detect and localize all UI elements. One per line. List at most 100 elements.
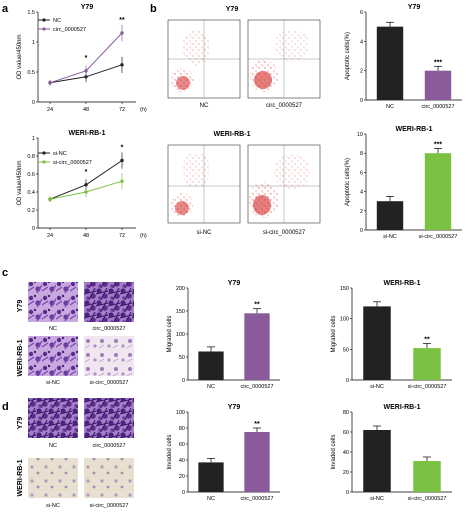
migration-image-si-nc — [28, 336, 78, 376]
y-axis-label: Invaded cells — [167, 434, 173, 469]
y-tick-label: 0.6 — [27, 172, 35, 178]
x-tick-label: si-NC — [383, 234, 397, 240]
y-tick-label: 0.4 — [27, 190, 35, 196]
bar — [363, 430, 391, 492]
data-point — [84, 75, 88, 79]
y-tick-label: 0 — [182, 490, 185, 496]
y-tick-label: 50 — [179, 355, 185, 361]
flow-label-si-nc: si-NC — [197, 230, 213, 236]
y-tick-label: 1.5 — [27, 10, 35, 16]
invasion-image-si-nc — [28, 458, 78, 498]
flow-plot-si-circ — [247, 144, 321, 224]
bar — [363, 306, 391, 380]
bar — [424, 153, 452, 230]
chart-title: Y79 — [228, 280, 241, 287]
y-tick-label: 100 — [340, 317, 349, 323]
chart-title: WERI-RB-1 — [384, 280, 421, 287]
migration-bar-y79: Y79 0 50 100 150 200 Migrated cells NC circ_0000… — [167, 280, 280, 390]
x-tick-label: 24 — [47, 233, 53, 239]
bar — [376, 26, 404, 101]
chart-title: Y79 — [228, 404, 241, 411]
migration-image-nc — [28, 282, 78, 322]
panel-label-a: a — [2, 3, 9, 15]
y-tick-label: 200 — [176, 286, 185, 292]
y-tick-label: 2 — [360, 209, 363, 215]
y-tick-label: 40 — [179, 458, 185, 464]
y-tick-label: 0 — [360, 228, 363, 234]
flow-plot-nc — [167, 19, 241, 99]
y-tick-label: 0 — [346, 378, 349, 384]
image-label-c-si-circ: si-circ_0000527 — [90, 380, 129, 386]
x-tick-label: circ_0000527 — [240, 384, 273, 390]
y-tick-label: 60 — [343, 430, 349, 436]
y-tick-label: 150 — [176, 309, 185, 315]
significance-label: ** — [119, 17, 125, 24]
data-point — [120, 158, 124, 163]
significance-label: * — [85, 55, 88, 62]
bar — [244, 313, 270, 380]
y-tick-label: 8 — [360, 151, 363, 157]
bar — [413, 348, 441, 380]
legend-label-nc: NC — [53, 18, 61, 24]
y-tick-label: 20 — [343, 470, 349, 476]
y-tick-label: 10 — [357, 132, 363, 138]
flow-title-weri: WERI-RB-1 — [214, 131, 251, 138]
y-tick-label: 0 — [360, 98, 363, 104]
chart-title: Y79 — [408, 4, 421, 11]
significance-label: * — [85, 169, 88, 176]
y-tick-label: 0 — [32, 226, 35, 232]
significance-label: ** — [254, 421, 260, 428]
bar — [198, 351, 224, 380]
bar — [424, 70, 452, 100]
y-tick-label: 150 — [340, 286, 349, 292]
data-point — [120, 31, 124, 35]
x-unit-label: (h) — [140, 107, 147, 113]
y-tick-label: 20 — [179, 474, 185, 480]
x-tick-label: NC — [207, 384, 215, 390]
data-point — [120, 179, 124, 183]
legend-label-si-nc: si-NC — [53, 151, 67, 157]
image-label-d-circ: circ_0000527 — [92, 443, 125, 449]
y-tick-label: 80 — [179, 426, 185, 432]
row-label-c-weri: WERI-RB-1 — [17, 339, 24, 376]
significance-label: * — [121, 145, 124, 152]
y-axis-label: Migrated cells — [331, 315, 337, 352]
bar — [376, 201, 404, 230]
y-tick-label: 0.5 — [27, 70, 35, 76]
flow-plot-si-nc — [167, 144, 241, 224]
image-label-c-circ: circ_0000527 — [92, 326, 125, 332]
significance-label: *** — [434, 59, 442, 66]
data-point — [120, 63, 124, 67]
row-label-c-y79: Y79 — [17, 300, 24, 313]
significance-label: ** — [254, 302, 260, 309]
apoptosis-bar-weri: WERI-RB-1 0 2 4 6 8 10 Apoptotic cells(%) si-NC s… — [345, 126, 462, 240]
chart-title: WERI-RB-1 — [396, 126, 433, 133]
y-tick-label: 4 — [360, 190, 363, 196]
data-point — [84, 69, 88, 73]
y-tick-label: 0 — [346, 490, 349, 496]
data-point — [48, 81, 52, 85]
panel-label-d: d — [2, 401, 9, 413]
bar — [244, 432, 270, 492]
y-tick-label: 1 — [32, 136, 35, 142]
image-label-d-nc: NC — [49, 443, 57, 449]
x-tick-label: circ_0000527 — [240, 496, 273, 502]
image-label-d-si-nc: si-NC — [46, 503, 60, 509]
legend-a-top: NC circ_0000527 — [38, 18, 86, 33]
x-tick-label: 24 — [47, 107, 53, 113]
x-tick-label: 48 — [83, 233, 89, 239]
y-tick-label: 0.2 — [27, 208, 35, 214]
flow-label-circ: circ_0000527 — [266, 103, 303, 109]
y-axis-label: Invaded cells — [331, 434, 337, 469]
x-tick-label: si-NC — [370, 384, 384, 390]
bar — [198, 462, 224, 492]
invasion-image-circ — [84, 398, 134, 438]
chart-title: WERI-RB-1 — [384, 404, 421, 411]
migration-bar-weri: WERI-RB-1 0 50 100 150 Migrated cells si-NC si-… — [331, 280, 452, 390]
legend-label-si-circ: si-circ_0000527 — [53, 160, 92, 166]
y-tick-label: 0.8 — [27, 154, 35, 160]
legend-a-bottom: si-NC si-circ_0000527 — [38, 151, 92, 166]
chart-title: WERI-RB-1 — [69, 130, 106, 137]
apoptosis-bar-y79: Y79 0 2 4 6 Apoptotic cells(%) NC circ_0000527 *… — [345, 4, 462, 110]
